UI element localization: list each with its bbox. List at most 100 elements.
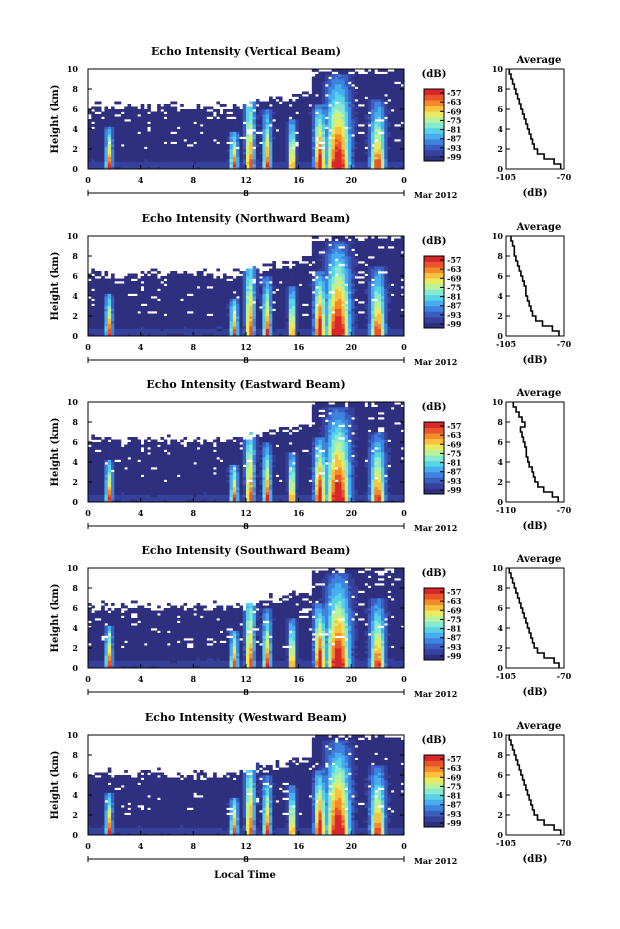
heatmap-cell bbox=[180, 273, 184, 277]
heatmap-cell bbox=[311, 114, 316, 117]
heatmap-cell bbox=[94, 164, 99, 167]
heatmap-cell bbox=[163, 306, 168, 309]
heatmap-cell bbox=[120, 161, 125, 165]
heatmap-cell bbox=[246, 303, 250, 307]
heatmap-cell bbox=[160, 321, 165, 324]
heatmap-cell bbox=[354, 301, 359, 304]
heatmap-cell bbox=[331, 323, 336, 327]
heatmap-cell bbox=[265, 109, 270, 112]
heatmap-cell bbox=[255, 126, 260, 130]
heatmap-cell bbox=[384, 139, 388, 142]
heatmap-cell bbox=[328, 288, 332, 292]
heatmap-cell bbox=[91, 306, 95, 309]
heatmap-cell bbox=[394, 131, 398, 135]
heatmap-cell bbox=[278, 318, 283, 322]
heatmap-cell bbox=[170, 286, 174, 289]
heatmap-cell bbox=[199, 331, 204, 334]
heatmap-cell bbox=[400, 141, 405, 145]
colorbar-swatch bbox=[424, 127, 444, 134]
heatmap-cell bbox=[111, 296, 115, 299]
heatmap-cell bbox=[351, 328, 355, 332]
heatmap-cell bbox=[331, 251, 336, 254]
heatmap-cell bbox=[143, 111, 148, 115]
heatmap-cell bbox=[252, 323, 257, 327]
heatmap-cell bbox=[325, 74, 329, 77]
heatmap-cell bbox=[331, 91, 336, 95]
heatmap-cell bbox=[127, 146, 132, 150]
heatmap-cell bbox=[361, 116, 365, 120]
heatmap-cell bbox=[351, 263, 355, 267]
heatmap-cell bbox=[354, 286, 359, 289]
heatmap-cell bbox=[354, 321, 359, 324]
heatmap-cell bbox=[269, 288, 273, 292]
heatmap-cell bbox=[308, 266, 313, 269]
heatmap-cell bbox=[334, 276, 339, 279]
heatmap-cell bbox=[325, 293, 329, 297]
heatmap-cell bbox=[390, 149, 395, 152]
heatmap-cell bbox=[262, 301, 267, 304]
heatmap-cell bbox=[397, 136, 402, 140]
heatmap-cell bbox=[94, 331, 99, 334]
heatmap-cell bbox=[357, 79, 362, 82]
heatmap-cell bbox=[97, 116, 102, 120]
heatmap-cell bbox=[338, 134, 342, 137]
heatmap-cell bbox=[262, 331, 267, 334]
heatmap-cell bbox=[305, 101, 309, 105]
heatmap-cell bbox=[348, 91, 352, 95]
heatmap-cell bbox=[341, 238, 346, 242]
heatmap-cell bbox=[190, 151, 194, 155]
heatmap-cell bbox=[143, 328, 148, 332]
heatmap-cell bbox=[331, 121, 336, 125]
heatmap-cell bbox=[222, 308, 227, 312]
heatmap-cell bbox=[222, 121, 227, 125]
heatmap-cell bbox=[246, 321, 250, 324]
heatmap-cell bbox=[94, 278, 99, 282]
heatmap-cell bbox=[331, 79, 336, 82]
heatmap-cell bbox=[334, 311, 339, 314]
heatmap-cell bbox=[292, 286, 296, 289]
heatmap-cell bbox=[143, 296, 148, 299]
heatmap-cell bbox=[275, 114, 280, 117]
heatmap-cell bbox=[341, 248, 346, 252]
heatmap-cell bbox=[157, 121, 161, 125]
heatmap-cell bbox=[341, 256, 346, 259]
heatmap-cell bbox=[153, 126, 158, 130]
heatmap-cell bbox=[226, 323, 230, 327]
heatmap-cell bbox=[140, 283, 145, 287]
heatmap-cell bbox=[371, 156, 375, 160]
heatmap-cell bbox=[160, 286, 165, 289]
heatmap-cell bbox=[120, 331, 125, 334]
heatmap-cell bbox=[331, 246, 336, 249]
heatmap-cell bbox=[265, 278, 270, 282]
heatmap-cell bbox=[173, 313, 178, 317]
heatmap-cell bbox=[321, 151, 326, 155]
heatmap-cell bbox=[134, 281, 138, 284]
heatmap-cell bbox=[295, 303, 300, 307]
heatmap-cell bbox=[311, 263, 316, 267]
heatmap-cell bbox=[318, 281, 323, 284]
heatmap-cell bbox=[203, 308, 207, 312]
heatmap-cell bbox=[111, 291, 115, 294]
heatmap-cell bbox=[400, 71, 405, 75]
heatmap-cell bbox=[305, 121, 309, 125]
heatmap-cell bbox=[143, 321, 148, 324]
heatmap-cell bbox=[292, 293, 296, 297]
heatmap-cell bbox=[318, 258, 323, 262]
heatmap-cell bbox=[111, 116, 115, 120]
heatmap-cell bbox=[104, 303, 109, 307]
heatmap-cell bbox=[305, 278, 309, 282]
heatmap-cell bbox=[311, 139, 316, 142]
heatmap-cell bbox=[262, 311, 267, 314]
heatmap-cell bbox=[229, 126, 234, 130]
heatmap-cell bbox=[140, 166, 145, 170]
heatmap-cell bbox=[170, 146, 174, 150]
heatmap-cell bbox=[140, 134, 145, 137]
heatmap-cell bbox=[97, 146, 102, 150]
heatmap-cell bbox=[278, 291, 283, 294]
heatmap-cell bbox=[305, 328, 309, 332]
heatmap-cell bbox=[308, 258, 313, 262]
heatmap-cell bbox=[285, 261, 290, 264]
heatmap-cell bbox=[193, 159, 197, 162]
heatmap-cell bbox=[167, 119, 171, 122]
heatmap-cell bbox=[334, 131, 339, 135]
